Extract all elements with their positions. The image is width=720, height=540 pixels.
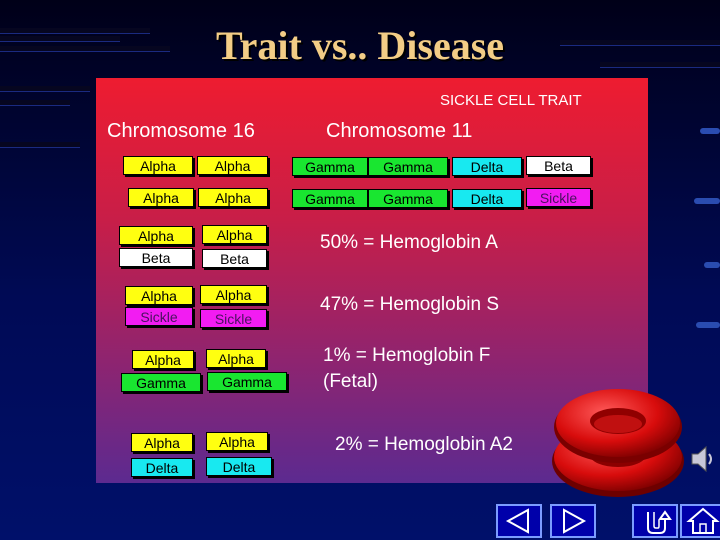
gene-gamma: Gamma: [368, 189, 448, 208]
background-stripe: [0, 86, 90, 91]
hemoglobin-s-text: 47% = Hemoglobin S: [320, 294, 500, 315]
background-stripe: [694, 198, 720, 204]
gene-sickle: Sickle: [526, 188, 591, 207]
background-stripe: [0, 36, 120, 41]
gene-gamma: Gamma: [121, 373, 201, 392]
red-blood-cell-image: [552, 389, 684, 497]
hemoglobin-a-text: 50% = Hemoglobin A: [320, 232, 498, 253]
chromosome16-label: Chromosome 16: [107, 120, 255, 142]
slide-title: Trait vs.. Disease: [215, 23, 505, 68]
background-stripe: [560, 40, 720, 45]
gene-sickle: Sickle: [200, 309, 267, 328]
gene-alpha: Alpha: [131, 433, 193, 452]
background-stripe: [0, 142, 80, 147]
previous-icon: [505, 508, 529, 534]
gene-delta: Delta: [452, 189, 522, 208]
gene-alpha: Alpha: [202, 225, 267, 244]
background-stripe: [0, 100, 70, 105]
gene-alpha: Alpha: [206, 432, 268, 451]
gene-gamma: Gamma: [368, 157, 448, 176]
gene-alpha: Alpha: [206, 349, 266, 368]
previous-button[interactable]: [496, 504, 542, 538]
gene-alpha: Alpha: [197, 156, 268, 175]
return-icon: [647, 510, 672, 534]
gene-gamma: Gamma: [292, 189, 368, 208]
background-stripe: [0, 28, 150, 33]
gene-alpha: Alpha: [119, 226, 193, 245]
speaker-icon[interactable]: [690, 444, 716, 474]
panel-heading: SICKLE CELL TRAIT: [440, 92, 582, 109]
hemoglobin-f-subtext: (Fetal): [323, 371, 378, 392]
gene-alpha: Alpha: [198, 188, 268, 207]
background-stripe: [700, 128, 720, 134]
gene-delta: Delta: [131, 458, 193, 477]
gene-delta: Delta: [452, 157, 522, 176]
hemoglobin-f-text: 1% = Hemoglobin F: [323, 345, 491, 366]
gene-alpha: Alpha: [200, 285, 267, 304]
home-button[interactable]: [680, 504, 720, 538]
content-panel: SICKLE CELL TRAIT Chromosome 16 Chromoso…: [96, 78, 648, 483]
gene-alpha: Alpha: [125, 286, 193, 305]
background-stripe: [696, 322, 720, 328]
home-icon: [686, 507, 720, 534]
gene-beta: Beta: [119, 248, 193, 267]
gene-gamma: Gamma: [292, 157, 368, 176]
gene-alpha: Alpha: [123, 156, 193, 175]
next-icon: [563, 508, 587, 534]
next-button[interactable]: [550, 504, 596, 538]
return-button[interactable]: [632, 504, 678, 538]
gene-sickle: Sickle: [125, 307, 193, 326]
background-stripe: [704, 262, 720, 268]
gene-gamma: Gamma: [207, 372, 287, 391]
background-stripe: [0, 46, 170, 51]
background-stripe: [600, 62, 720, 67]
gene-beta: Beta: [202, 249, 267, 268]
gene-alpha: Alpha: [132, 350, 194, 369]
gene-alpha: Alpha: [128, 188, 194, 207]
hemoglobin-a2-text: 2% = Hemoglobin A2: [335, 434, 513, 455]
gene-delta: Delta: [206, 457, 272, 476]
chromosome11-label: Chromosome 11: [326, 120, 473, 142]
gene-beta: Beta: [526, 156, 591, 175]
